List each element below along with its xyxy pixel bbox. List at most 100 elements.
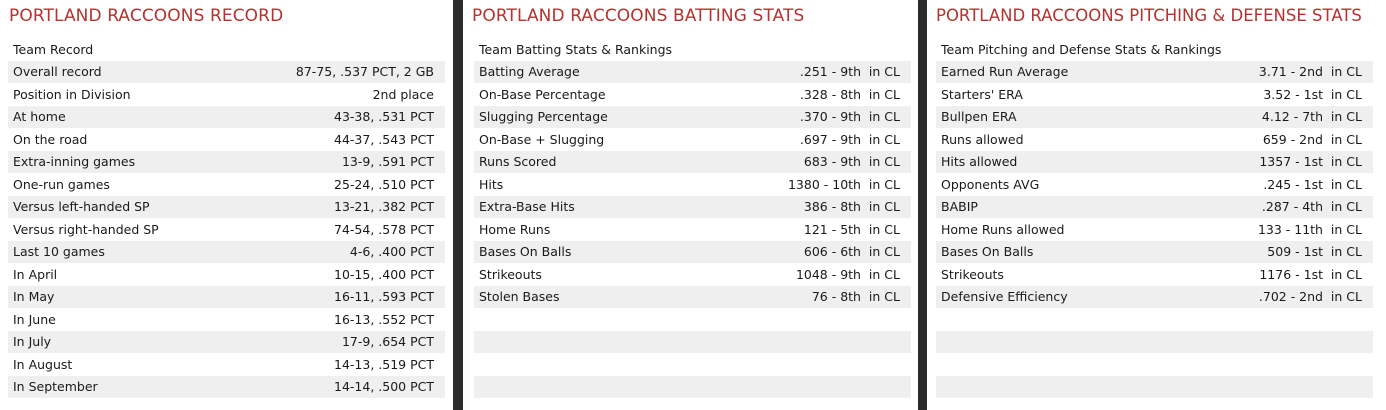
pitching-row: Hits allowed 1357 - 1st in CL bbox=[936, 150, 1373, 173]
record-row: In September 14-14, .500 PCT bbox=[8, 375, 445, 398]
pitching-row-label: Bullpen ERA bbox=[941, 109, 1017, 125]
record-row-value: 43-38, .531 PCT bbox=[334, 109, 434, 125]
pitching-row-value: 3.71 - 2nd in CL bbox=[1258, 64, 1362, 80]
record-row-label: Extra-inning games bbox=[13, 154, 136, 170]
pitching-row-value: 509 - 1st in CL bbox=[1267, 244, 1362, 260]
record-row-label: In April bbox=[13, 266, 58, 282]
record-row-label: In May bbox=[13, 289, 55, 305]
pitching-row: Runs allowed 659 - 2nd in CL bbox=[936, 128, 1373, 151]
record-row-label: Last 10 games bbox=[13, 244, 105, 260]
batting-row-value: 1380 - 10th in CL bbox=[787, 176, 900, 192]
record-row-value: 4-6, .400 PCT bbox=[349, 244, 434, 260]
pitching-row-label: Runs allowed bbox=[941, 131, 1024, 147]
batting-panel-title: PORTLAND RACCOONS BATTING STATS bbox=[472, 6, 805, 26]
pitching-row-value: 133 - 11th in CL bbox=[1257, 221, 1362, 237]
batting-row-label: Slugging Percentage bbox=[479, 109, 608, 125]
batting-stats-table: Team Batting Stats & Rankings Batting Av… bbox=[474, 38, 911, 398]
record-row: In April 10-15, .400 PCT bbox=[8, 263, 445, 286]
batting-row-value: .251 - 9th in CL bbox=[799, 64, 900, 80]
pitching-row: Bases On Balls 509 - 1st in CL bbox=[936, 240, 1373, 263]
pitching-row-value: .287 - 4th in CL bbox=[1261, 199, 1362, 215]
pitching-row: BABIP .287 - 4th in CL bbox=[936, 195, 1373, 218]
batting-row bbox=[474, 375, 911, 398]
batting-row: On-Base Percentage .328 - 8th in CL bbox=[474, 83, 911, 106]
batting-row bbox=[474, 330, 911, 353]
record-row: In July 17-9, .654 PCT bbox=[8, 330, 445, 353]
batting-row: Runs Scored 683 - 9th in CL bbox=[474, 150, 911, 173]
pitching-row-label: BABIP bbox=[941, 199, 978, 215]
record-row: Last 10 games 4-6, .400 PCT bbox=[8, 240, 445, 263]
record-row: Versus left-handed SP 13-21, .382 PCT bbox=[8, 195, 445, 218]
pitching-row-value: .245 - 1st in CL bbox=[1263, 176, 1362, 192]
pitching-row: Defensive Efficiency .702 - 2nd in CL bbox=[936, 285, 1373, 308]
batting-row-value: 121 - 5th in CL bbox=[803, 221, 900, 237]
record-row-label: At home bbox=[13, 109, 66, 125]
record-row: In June 16-13, .552 PCT bbox=[8, 308, 445, 331]
pitching-row: Home Runs allowed 133 - 11th in CL bbox=[936, 218, 1373, 241]
batting-row: Bases On Balls 606 - 6th in CL bbox=[474, 240, 911, 263]
pitching-row-value: 659 - 2nd in CL bbox=[1262, 131, 1362, 147]
pitching-row: Earned Run Average 3.71 - 2nd in CL bbox=[936, 60, 1373, 83]
pitching-row-label: Opponents AVG bbox=[941, 176, 1040, 192]
record-row-label: Versus left-handed SP bbox=[13, 199, 150, 215]
record-row-value: 44-37, .543 PCT bbox=[334, 131, 434, 147]
record-row-label: Position in Division bbox=[13, 86, 131, 102]
record-row-label: Versus right-handed SP bbox=[13, 221, 159, 237]
team-record-table: Team Record Overall record 87-75, .537 PC… bbox=[8, 38, 445, 398]
batting-row-value: .370 - 9th in CL bbox=[799, 109, 900, 125]
pitching-row-value: .702 - 2nd in CL bbox=[1258, 289, 1362, 305]
batting-row-value: .328 - 8th in CL bbox=[799, 86, 900, 102]
batting-row: Stolen Bases 76 - 8th in CL bbox=[474, 285, 911, 308]
record-row-value: 13-9, .591 PCT bbox=[341, 154, 434, 170]
pitching-row bbox=[936, 353, 1373, 376]
record-row: On the road 44-37, .543 PCT bbox=[8, 128, 445, 151]
batting-row: Strikeouts 1048 - 9th in CL bbox=[474, 263, 911, 286]
record-row: In August 14-13, .519 PCT bbox=[8, 353, 445, 376]
pitching-row bbox=[936, 308, 1373, 331]
record-header-label: Team Record bbox=[13, 41, 94, 57]
record-row-label: In June bbox=[13, 311, 56, 327]
pitching-row: Starters' ERA 3.52 - 1st in CL bbox=[936, 83, 1373, 106]
pitching-row-label: Hits allowed bbox=[941, 154, 1018, 170]
record-row: Position in Division 2nd place bbox=[8, 83, 445, 106]
record-row-label: In September bbox=[13, 379, 98, 395]
record-row: Overall record 87-75, .537 PCT, 2 GB bbox=[8, 60, 445, 83]
pitching-row-label: Home Runs allowed bbox=[941, 221, 1065, 237]
batting-row-value: .697 - 9th in CL bbox=[799, 131, 900, 147]
batting-row-label: Home Runs bbox=[479, 221, 551, 237]
batting-row-label: Stolen Bases bbox=[479, 289, 560, 305]
batting-row-value: 76 - 8th in CL bbox=[811, 289, 900, 305]
batting-row: Batting Average .251 - 9th in CL bbox=[474, 60, 911, 83]
record-row-label: One-run games bbox=[13, 176, 110, 192]
record-row-value: 14-14, .500 PCT bbox=[334, 379, 434, 395]
batting-row-label: Hits bbox=[479, 176, 504, 192]
batting-stats-panel: PORTLAND RACCOONS BATTING STATS Team Bat… bbox=[463, 0, 918, 410]
record-row-value: 10-15, .400 PCT bbox=[334, 266, 434, 282]
record-row-label: Overall record bbox=[13, 64, 102, 80]
record-row: Extra-inning games 13-9, .591 PCT bbox=[8, 150, 445, 173]
pitching-row bbox=[936, 330, 1373, 353]
batting-row-value: 1048 - 9th in CL bbox=[795, 266, 900, 282]
record-panel-title: PORTLAND RACCOONS RECORD bbox=[9, 6, 284, 26]
pitching-panel-title: PORTLAND RACCOONS PITCHING & DEFENSE STA… bbox=[936, 6, 1362, 25]
pitching-row-label: Earned Run Average bbox=[941, 64, 1069, 80]
team-record-panel: PORTLAND RACCOONS RECORD Team Record Ove… bbox=[0, 0, 453, 410]
record-row-value: 25-24, .510 PCT bbox=[334, 176, 434, 192]
pitching-row: Bullpen ERA 4.12 - 7th in CL bbox=[936, 105, 1373, 128]
pitching-row-value: 1176 - 1st in CL bbox=[1259, 266, 1362, 282]
record-row-value: 87-75, .537 PCT, 2 GB bbox=[295, 64, 434, 80]
pitching-row: Strikeouts 1176 - 1st in CL bbox=[936, 263, 1373, 286]
batting-row bbox=[474, 308, 911, 331]
record-row-value: 16-13, .552 PCT bbox=[334, 311, 434, 327]
pitching-defense-panel: PORTLAND RACCOONS PITCHING & DEFENSE STA… bbox=[927, 0, 1386, 410]
pitching-row-label: Starters' ERA bbox=[941, 86, 1023, 102]
record-table-header: Team Record bbox=[8, 38, 445, 61]
batting-row-label: Strikeouts bbox=[479, 266, 542, 282]
pitching-row-value: 3.52 - 1st in CL bbox=[1263, 86, 1362, 102]
record-row: Versus right-handed SP 74-54, .578 PCT bbox=[8, 218, 445, 241]
record-row-value: 17-9, .654 PCT bbox=[341, 334, 434, 350]
batting-row-label: Extra-Base Hits bbox=[479, 199, 575, 215]
batting-row: On-Base + Slugging .697 - 9th in CL bbox=[474, 128, 911, 151]
pitching-header-label: Team Pitching and Defense Stats & Rankin… bbox=[941, 41, 1222, 57]
record-row-label: On the road bbox=[13, 131, 88, 147]
